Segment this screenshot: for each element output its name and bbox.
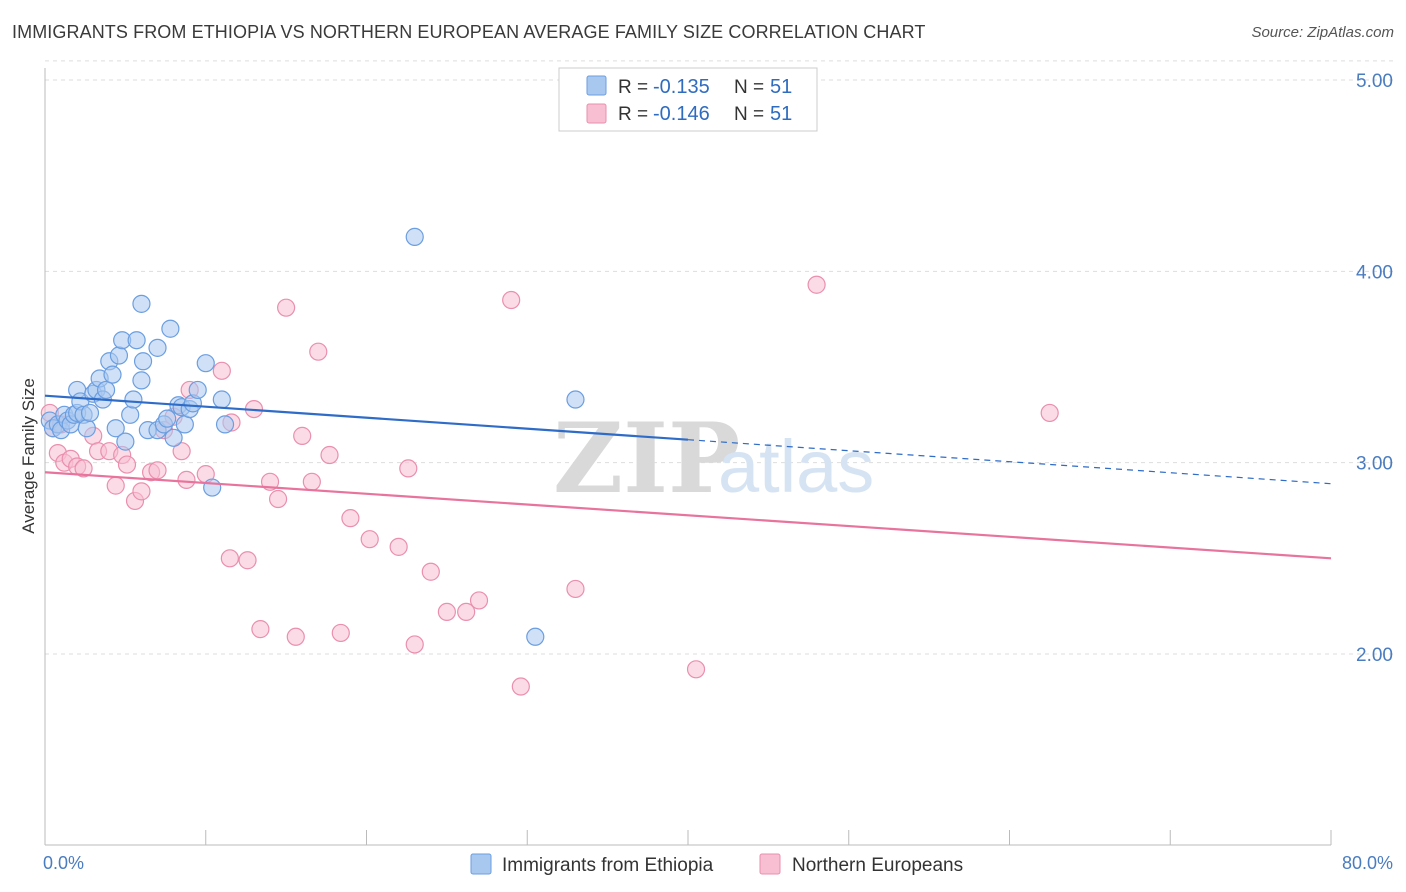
northern-europeans-point-40 [360, 530, 379, 549]
northern-europeans-point-53 [1040, 403, 1059, 423]
northern-europeans-point-52 [807, 275, 826, 294]
ethiopia-point-29 [133, 352, 153, 371]
trend-lines [44, 394, 1332, 560]
series-legend: Immigrants from Ethiopia Northern Europe… [470, 853, 963, 876]
legend-item-ethiopia-swatch [470, 853, 492, 875]
ethiopia-point-50 [566, 390, 585, 409]
y-tick-label-1: 3.00 [1356, 454, 1393, 475]
ethiopia-point-32 [148, 338, 167, 357]
legend-item-northern-europeans-label: Northern Europeans [792, 855, 963, 876]
y-tick-labels: 2.00 3.00 4.00 5.00 [1356, 71, 1393, 666]
northern-europeans-point-49 [511, 677, 530, 696]
legend-n-label-pink: N = [734, 104, 764, 125]
northern-europeans-point-7 [74, 459, 93, 478]
gridlines [45, 60, 1393, 655]
ethiopia-point-35 [158, 409, 177, 428]
ethiopia-point-45 [203, 478, 222, 497]
legend-r-value-pink: -0.146 [653, 103, 710, 125]
northern-europeans-point-24 [212, 361, 231, 380]
correlation-legend: R = -0.135 N = 51 R = -0.146 N = 51 [558, 67, 818, 132]
y-axis-label: Average Family Size [19, 378, 38, 534]
ethiopia-point-48 [405, 227, 424, 246]
legend-n-label-blue: N = [734, 77, 764, 98]
legend-n-value-blue: 51 [770, 76, 792, 98]
legend-item-northern-europeans-swatch [759, 853, 781, 875]
ethiopia-point-28 [132, 371, 151, 390]
northern-europeans-point-37 [320, 445, 339, 465]
ethiopia-point-37 [164, 428, 183, 447]
ethiopia-point-13 [80, 403, 100, 423]
trend-line-northern-europeans [44, 471, 1332, 560]
northern-europeans-point-35 [302, 472, 321, 491]
watermark-zip: ZIP [553, 402, 740, 515]
ethiopia-point-47 [215, 415, 235, 434]
ethiopia-point-25 [121, 405, 140, 424]
ethiopia-point-49 [526, 627, 545, 646]
legend-item-ethiopia-label: Immigrants from Ethiopia [502, 855, 714, 876]
legend-swatch-pink [586, 103, 607, 124]
northern-europeans-point-44 [421, 562, 440, 581]
source-label: Source: ZipAtlas.com [1251, 24, 1394, 41]
northern-europeans-point-32 [277, 298, 296, 317]
legend-swatch-blue [586, 75, 607, 96]
ethiopia-point-46 [212, 390, 231, 409]
northern-europeans-point-15 [132, 482, 151, 501]
ethiopia-point-26 [124, 390, 143, 409]
ethiopia-point-24 [116, 432, 135, 451]
trend-line-ethiopia [44, 394, 689, 441]
legend-r-label-blue: R = [618, 77, 648, 98]
ethiopia-point-30 [132, 294, 151, 313]
northern-europeans-point-38 [331, 623, 350, 643]
northern-europeans-point-45 [437, 602, 456, 622]
series-immigrants-ethiopia [40, 227, 585, 646]
northern-europeans-point-36 [309, 342, 328, 361]
northern-europeans-point-39 [341, 509, 360, 528]
northern-europeans-point-33 [286, 627, 305, 646]
chart-title: IMMIGRANTS FROM ETHIOPIA VS NORTHERN EUR… [12, 22, 926, 42]
northern-europeans-point-13 [117, 455, 137, 474]
x-tick-label-max: 80.0% [1342, 853, 1393, 873]
legend-n-value-pink: 51 [770, 103, 792, 125]
y-tick-label-0: 2.00 [1356, 645, 1393, 666]
northern-europeans-point-50 [566, 579, 585, 599]
ethiopia-point-20 [103, 365, 122, 384]
ethiopia-point-44 [196, 354, 215, 373]
northern-europeans-point-41 [389, 537, 408, 556]
x-tick-label-min: 0.0% [43, 853, 84, 873]
y-tick-label-3: 5.00 [1356, 71, 1393, 92]
ethiopia-point-22 [109, 346, 129, 365]
y-tick-label-2: 4.00 [1356, 262, 1393, 283]
ethiopia-point-21 [106, 419, 125, 438]
ethiopia-point-40 [175, 415, 194, 434]
northern-europeans-point-27 [238, 551, 257, 570]
northern-europeans-point-42 [399, 459, 418, 478]
northern-europeans-point-48 [502, 290, 521, 310]
northern-europeans-point-26 [220, 549, 239, 568]
legend-r-label-pink: R = [618, 104, 648, 125]
northern-europeans-point-17 [148, 461, 167, 480]
ethiopia-point-36 [161, 319, 180, 338]
northern-europeans-point-29 [251, 620, 270, 639]
ethiopia-point-12 [77, 419, 96, 438]
series-northern-europeans [40, 275, 1059, 696]
ethiopia-point-43 [188, 380, 207, 400]
northern-europeans-point-21 [177, 470, 196, 489]
x-axis-ticks [44, 830, 1332, 845]
northern-europeans-point-51 [686, 660, 706, 679]
northern-europeans-point-34 [293, 426, 312, 445]
northern-europeans-point-46 [457, 602, 476, 622]
legend-r-value-blue: -0.135 [653, 76, 710, 98]
ethiopia-point-27 [127, 331, 146, 350]
northern-europeans-point-20 [172, 442, 191, 461]
northern-europeans-point-11 [106, 476, 125, 495]
watermark-atlas: atlas [718, 425, 874, 508]
trend-line-ethiopia-extrapolated [687, 439, 1332, 485]
northern-europeans-point-43 [405, 635, 424, 654]
northern-europeans-point-47 [469, 591, 489, 610]
ethiopia-point-18 [96, 380, 116, 400]
northern-europeans-point-31 [268, 489, 288, 509]
